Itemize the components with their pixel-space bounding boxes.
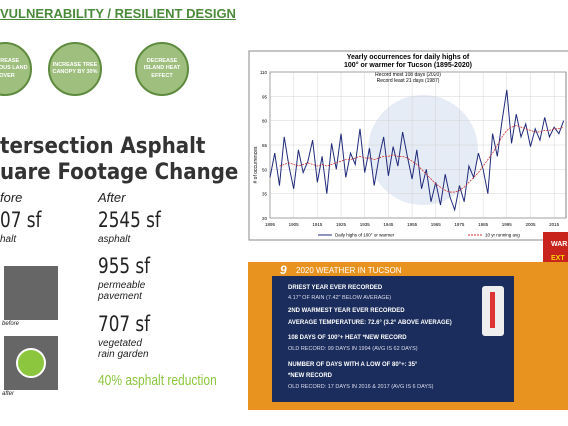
thermometer-icon <box>482 286 504 336</box>
tv-channel: 9 <box>280 263 287 277</box>
tv-line: 108 DAYS OF 100°+ HEAT *NEW RECORD <box>288 335 407 341</box>
chart-subtitle: Record least 21 days (1987) <box>377 78 440 84</box>
after-kind: permeable pavement <box>98 280 146 302</box>
legend-label: 10 yr running avg <box>485 233 520 238</box>
y-tick-label: 80 <box>262 119 268 124</box>
after-kind: asphalt <box>98 234 131 245</box>
y-tick-label: 20 <box>262 216 268 221</box>
warning-text: EXT <box>551 255 565 262</box>
tv-panel <box>272 276 514 402</box>
heading: tersection Asphalt <box>0 134 206 159</box>
after-area: 955 sf <box>98 254 151 278</box>
series-line <box>279 125 564 193</box>
before-label: fore <box>0 190 23 205</box>
x-tick-label: 1905 <box>289 222 300 227</box>
x-tick-label: 1925 <box>336 222 347 227</box>
chart: Yearly occurrences for daily highs of 100… <box>248 50 568 241</box>
tv-line: NUMBER OF DAYS WITH A LOW OF 80°+: 35° <box>288 362 418 368</box>
warning-text: WAR <box>551 241 568 248</box>
x-tick-label: 1975 <box>454 222 465 227</box>
goal-circle: DECREASE ISLAND HEAT EFFECT <box>135 42 189 96</box>
y-tick-label: 95 <box>262 94 268 99</box>
x-tick-label: 2005 <box>525 222 536 227</box>
tv-line: OLD RECORD: 99 DAYS IN 1994 (AVG IS 62 D… <box>288 346 418 352</box>
y-axis-label: # of occurrences <box>253 146 259 183</box>
after-square <box>4 336 58 390</box>
tv-line: *NEW RECORD <box>288 373 333 379</box>
goal-circle: INCREASE TREE CANOPY BY 30% <box>48 42 102 96</box>
x-tick-label: 1895 <box>265 222 276 227</box>
goal-circle: INCREASE PERVIOUS LAND COVER <box>0 42 32 96</box>
tv-line: OLD RECORD: 17 DAYS IN 2016 & 2017 (AVG … <box>288 384 434 390</box>
after-kind: vegetated rain garden <box>98 338 149 360</box>
tag: before <box>2 321 20 327</box>
slide-title: VULNERABILITY / RESILIENT DESIGN <box>0 6 236 21</box>
after-area: 707 sf <box>98 312 151 336</box>
tv-line: 4.17" OF RAIN (7.42" BELOW AVERAGE) <box>288 295 392 301</box>
tv-line: 2ND WARMEST YEAR EVER RECORDED <box>288 308 405 314</box>
y-tick-label: 65 <box>262 143 268 148</box>
y-tick-label: 35 <box>262 192 268 197</box>
before-kind: halt <box>0 234 17 245</box>
tv-line: DRIEST YEAR EVER RECORDED <box>288 285 383 291</box>
x-tick-label: 1995 <box>502 222 513 227</box>
x-tick-label: 1965 <box>431 222 442 227</box>
before-area: 07 sf <box>0 208 42 232</box>
x-tick-label: 1935 <box>360 222 371 227</box>
before-square <box>4 266 58 320</box>
after-label: After <box>98 190 126 205</box>
x-tick-label: 1915 <box>312 222 323 227</box>
reduction: 40% asphalt reduction <box>98 372 217 389</box>
legend-label: Daily highs of 100° or warmer <box>335 233 395 238</box>
tag: after <box>2 391 15 397</box>
heading: uare Footage Change <box>0 160 239 185</box>
watermark <box>368 95 478 205</box>
y-tick-label: 110 <box>260 70 268 75</box>
x-tick-label: 2015 <box>549 222 560 227</box>
chart-subtitle: Record most 108 days (2020) <box>375 72 441 78</box>
tv-line: AVERAGE TEMPERATURE: 72.6° (3.2° ABOVE A… <box>288 320 452 326</box>
chart-title: Yearly occurrences for daily highs of 100… <box>344 54 472 69</box>
x-tick-label: 1955 <box>407 222 418 227</box>
series-line <box>269 89 565 212</box>
y-tick-label: 50 <box>262 167 268 172</box>
tv-title: 2020 WEATHER IN TUCSON <box>296 266 402 275</box>
x-tick-label: 1945 <box>383 222 394 227</box>
after-area: 2545 sf <box>98 208 161 232</box>
x-tick-label: 1985 <box>478 222 489 227</box>
